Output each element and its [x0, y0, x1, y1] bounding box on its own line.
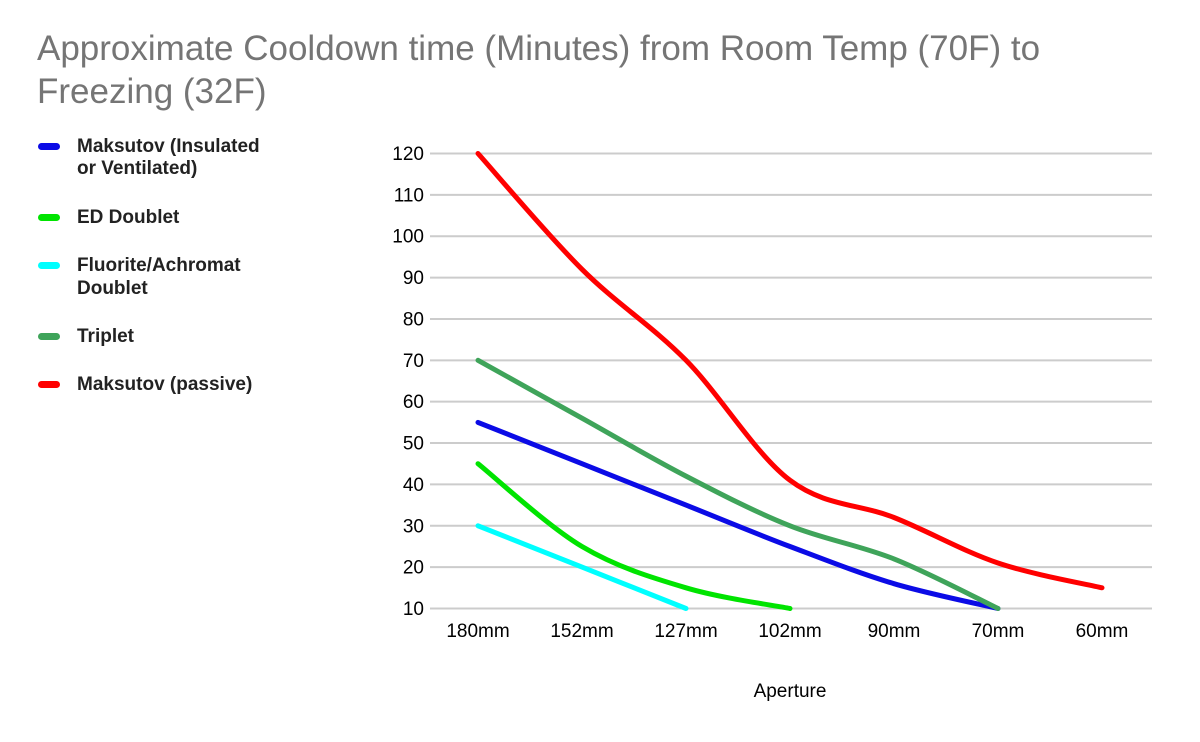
chart-title: Approximate Cooldown time (Minutes) from… — [37, 29, 1041, 111]
x-axis-tick-label: 152mm — [550, 621, 613, 642]
legend-item-fluorite-achromat: Fluorite/Achromat Doublet — [38, 255, 298, 300]
legend-swatch-icon — [38, 213, 60, 221]
y-axis-tick-label: 10 — [403, 599, 424, 620]
y-axis-tick-label: 70 — [403, 351, 424, 372]
series-line — [475, 419, 1001, 611]
x-axis-tick-label: 180mm — [446, 621, 509, 642]
legend-item-label: Triplet — [77, 326, 135, 348]
x-axis-title: Aperture — [754, 681, 827, 702]
x-axis-tick-label: 60mm — [1076, 621, 1129, 642]
legend-swatch-icon — [38, 333, 60, 341]
legend-swatch-icon — [38, 381, 60, 389]
y-axis-tick-label: 80 — [403, 309, 424, 330]
series-line — [475, 523, 689, 611]
legend-item-maksutov-passive: Maksutov (passive) — [38, 374, 298, 396]
x-axis-tick-label: 90mm — [868, 621, 921, 642]
series-line — [475, 151, 1105, 591]
legend-item-ed-doublet: ED Doublet — [38, 207, 298, 229]
y-axis-tick-label: 20 — [403, 558, 424, 579]
y-axis-tick-label: 60 — [403, 392, 424, 413]
y-axis-tick-label: 120 — [392, 144, 424, 165]
legend-swatch-icon — [38, 262, 60, 270]
chart-legend: Maksutov (Insulated or Ventilated) ED Do… — [38, 136, 298, 397]
legend-swatch-icon — [38, 143, 60, 150]
legend-item-label: Maksutov (passive) — [77, 374, 253, 396]
x-axis-tick-label: 102mm — [758, 621, 821, 642]
y-axis-tick-label: 110 — [394, 185, 424, 206]
legend-item-triplet: Triplet — [38, 326, 298, 348]
x-axis-tick-label: 127mm — [654, 621, 717, 642]
y-axis-tick-label: 30 — [403, 516, 424, 537]
y-axis-tick-label: 100 — [392, 227, 424, 248]
series-line — [475, 461, 793, 611]
y-axis-tick-label: 50 — [403, 434, 424, 455]
y-axis-tick-label: 90 — [403, 268, 424, 289]
legend-item-label: ED Doublet — [77, 206, 180, 228]
legend-item-maksutov-insulated: Maksutov (Insulated or Ventilated) — [38, 136, 298, 181]
x-axis-tick-label: 70mm — [972, 621, 1025, 642]
legend-item-label: Fluorite/Achromat Doublet — [77, 255, 241, 299]
y-axis-tick-label: 40 — [403, 475, 424, 496]
legend-item-label: Maksutov (Insulated or Ventilated) — [77, 136, 260, 180]
series-line — [475, 357, 1001, 611]
